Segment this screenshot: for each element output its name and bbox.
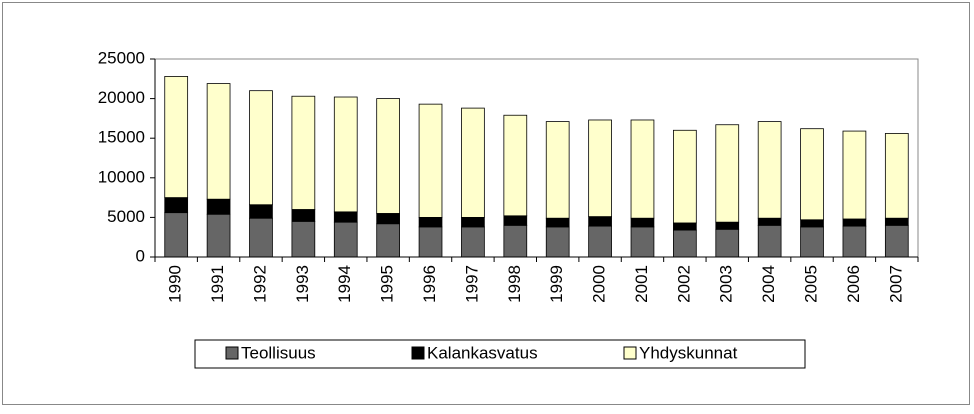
bar-segment [673, 129, 697, 224]
bar-segment [503, 114, 528, 217]
bar-segment [503, 224, 528, 258]
x-tick-label: 1998 [505, 265, 524, 303]
x-tick-label: 2001 [632, 265, 651, 303]
bar-segment [800, 128, 824, 221]
bar-segment [461, 216, 485, 228]
x-tick-label: 1997 [462, 265, 481, 303]
bar-segment [291, 95, 316, 210]
y-tick-label: 20000 [98, 88, 145, 107]
x-tick-label: 2005 [802, 265, 821, 303]
x-tick-label: 2006 [844, 265, 863, 303]
y-tick-label: 15000 [98, 128, 145, 147]
y-tick-label: 10000 [98, 167, 145, 186]
bar-segment [418, 226, 443, 258]
bar-segment [715, 124, 740, 223]
bar-segment [884, 224, 909, 258]
x-tick-label: 2004 [759, 265, 778, 303]
bar-segment [249, 217, 273, 258]
bar-segment [503, 215, 528, 226]
bar-segment [418, 216, 443, 228]
bar-segment [376, 213, 400, 225]
bar-segment [588, 119, 612, 218]
bar-segment [588, 216, 612, 227]
legend-swatch [623, 346, 637, 360]
plot-area [154, 58, 919, 258]
bar-segment [376, 223, 400, 258]
bar-segment [673, 222, 697, 231]
x-tick-label: 1995 [378, 265, 397, 303]
bar-segment [249, 90, 273, 206]
legend-swatch [411, 346, 425, 360]
bar-segment [757, 224, 782, 258]
bar-segment [757, 121, 782, 219]
x-tick-label: 1994 [335, 265, 354, 303]
bar-segment [418, 103, 443, 218]
bar-segment [630, 119, 655, 219]
bar-segment [757, 217, 782, 226]
x-tick-label: 1990 [166, 265, 185, 303]
bar-segment [800, 226, 824, 258]
legend-swatch [225, 346, 239, 360]
bar-segment [249, 204, 273, 219]
legend-label: Kalankasvatus [427, 343, 538, 362]
legend-box [194, 339, 806, 369]
bar-segment [461, 107, 485, 218]
bar-segment [842, 218, 867, 227]
bar-segment [673, 229, 697, 258]
bar-segment [164, 212, 189, 258]
bar-segment [333, 221, 358, 258]
x-tick-label: 1993 [293, 265, 312, 303]
x-tick-label: 1992 [250, 265, 269, 303]
bar-segment [715, 221, 740, 230]
y-tick-label: 0 [136, 246, 145, 265]
x-tick-label: 1991 [208, 265, 227, 303]
bar-segment [164, 76, 189, 199]
bar-segment [376, 98, 400, 214]
bar-segment [630, 226, 655, 258]
bar-segment [545, 226, 570, 258]
bar-segment [333, 211, 358, 223]
legend-label: Yhdyskunnat [639, 343, 738, 362]
bar-segment [800, 219, 824, 228]
y-tick-label: 25000 [98, 48, 145, 67]
x-tick-label: 1999 [547, 265, 566, 303]
bar-segment [842, 225, 867, 258]
bar-segment [884, 217, 909, 226]
bar-segment [842, 130, 867, 220]
bar-segment [164, 197, 189, 214]
x-tick-label: 2000 [590, 265, 609, 303]
bar-segment [461, 226, 485, 258]
bar-segment [630, 217, 655, 228]
bar-segment [884, 133, 909, 219]
x-tick-label: 1996 [420, 265, 439, 303]
bar-segment [206, 213, 231, 258]
bar-segment [545, 121, 570, 219]
bar-segment [333, 96, 358, 213]
bar-segment [291, 209, 316, 222]
x-tick-label: 2003 [717, 265, 736, 303]
bar-segment [588, 225, 612, 258]
legend-label: Teollisuus [241, 343, 316, 362]
bar-segment [206, 83, 231, 200]
x-tick-label: 2007 [886, 265, 905, 303]
bar-segment [206, 198, 231, 215]
bar-segment [291, 220, 316, 258]
bar-segment [545, 217, 570, 228]
y-tick-label: 5000 [107, 207, 145, 226]
x-tick-label: 2002 [674, 265, 693, 303]
bar-segment [715, 228, 740, 258]
